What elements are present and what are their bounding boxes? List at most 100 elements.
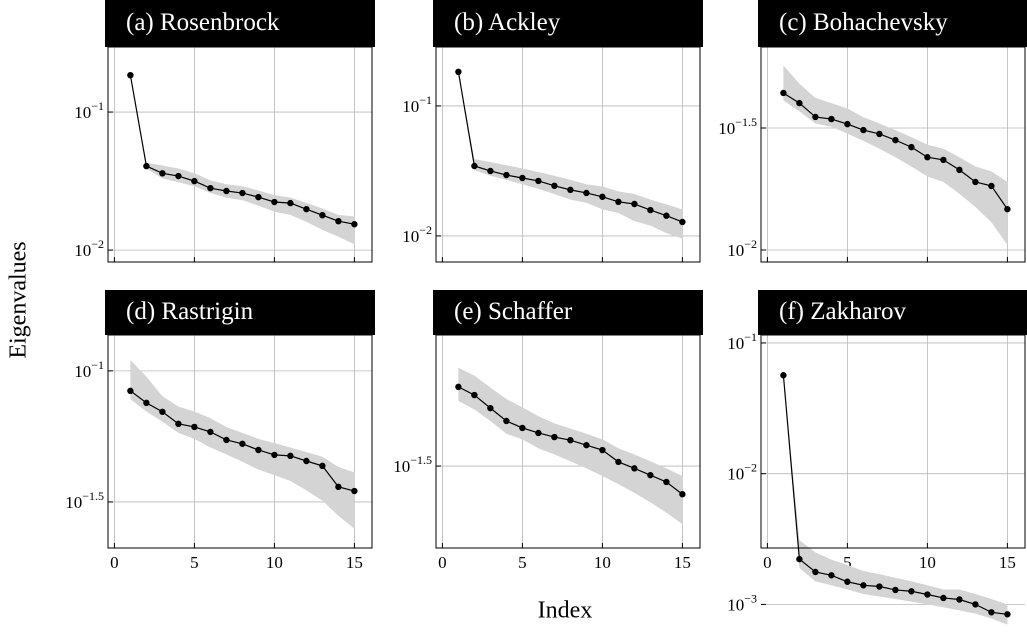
x-tick-label: 10 (266, 553, 283, 572)
subplot-title: (b) Ackley (454, 9, 561, 36)
title-box (758, 290, 1027, 335)
point (599, 193, 606, 200)
x-tick-label: 0 (438, 553, 447, 572)
y-tick-label: 10−3 (727, 591, 757, 614)
point (127, 387, 134, 395)
x-tick-label: 0 (110, 553, 119, 572)
point (860, 126, 867, 134)
y-tick-label: 10−1 (74, 358, 104, 381)
subplot-title: (c) Bohachevsky (779, 9, 948, 36)
point (551, 182, 558, 189)
point (940, 594, 947, 602)
point (615, 198, 622, 206)
point (812, 113, 819, 121)
subplot-title: (e) Schaffer (454, 298, 573, 325)
point (908, 588, 915, 595)
point (892, 136, 899, 144)
point (471, 162, 478, 170)
point (335, 483, 342, 491)
y-tick-label: 10−1 (402, 93, 432, 116)
point (567, 186, 574, 194)
point (876, 130, 883, 138)
point (1004, 611, 1011, 618)
point (679, 491, 686, 498)
point (988, 609, 995, 616)
point (924, 591, 931, 598)
point (956, 596, 963, 603)
band (458, 367, 683, 525)
point (255, 446, 262, 454)
plot-frame (435, 334, 701, 549)
point (487, 404, 494, 412)
point (535, 177, 542, 185)
point (335, 217, 342, 225)
x-tick-label: 10 (919, 553, 936, 572)
y-tick-label: 10−1.5 (393, 453, 432, 476)
point (844, 578, 851, 585)
point (583, 189, 590, 197)
point (223, 436, 230, 444)
plot-area (761, 335, 1025, 548)
y-tick-label: 10−2 (402, 223, 432, 246)
point (207, 428, 214, 436)
point (828, 115, 835, 123)
point (319, 211, 326, 219)
point (796, 99, 803, 107)
point (223, 187, 230, 195)
x-tick-label: 15 (674, 553, 691, 572)
point (143, 162, 150, 170)
point (287, 452, 294, 460)
subplot-title: (a) Rosenbrock (126, 9, 280, 36)
point (924, 154, 931, 161)
point (908, 143, 915, 151)
point (647, 206, 654, 214)
subplot-title: (d) Rastrigin (126, 298, 254, 325)
point (663, 478, 670, 486)
point (780, 89, 787, 97)
point (207, 184, 214, 192)
point (159, 408, 166, 415)
title-box (105, 0, 375, 47)
point (303, 205, 310, 213)
band (458, 71, 683, 239)
plot-frame (760, 46, 1026, 263)
point (551, 433, 558, 441)
point (599, 446, 606, 454)
point (319, 462, 326, 470)
point (972, 601, 979, 608)
point (503, 417, 510, 425)
point (503, 171, 510, 179)
point (143, 399, 150, 407)
plot-frame (107, 46, 373, 263)
point (828, 572, 835, 579)
point (255, 193, 262, 201)
x-tick-label: 0 (763, 553, 772, 572)
point (175, 420, 182, 428)
y-tick-label: 10−1 (727, 330, 757, 353)
point (567, 436, 574, 444)
title-box (433, 0, 703, 47)
point (956, 166, 963, 174)
point (351, 221, 358, 228)
x-tick-label: 10 (594, 553, 611, 572)
x-tick-label: 15 (999, 553, 1016, 572)
point (519, 424, 526, 432)
x-axis-label: Index (538, 598, 593, 624)
x-tick-label: 15 (346, 553, 363, 572)
point (455, 68, 462, 76)
point (615, 458, 622, 466)
point (271, 198, 278, 206)
y-axis-label: Eigenvalues (6, 241, 32, 358)
subplot-title: (f) Zakharov (779, 298, 907, 325)
point (647, 471, 654, 479)
y-tick-label: 10−1 (74, 99, 104, 122)
plot-frame (760, 334, 1026, 549)
y-tick-label: 10−1.5 (65, 489, 104, 512)
point (239, 440, 246, 447)
y-tick-label: 10−1.5 (718, 115, 757, 138)
band (783, 65, 1008, 245)
point (892, 586, 899, 594)
point (631, 200, 638, 208)
point (679, 218, 686, 226)
point (471, 391, 478, 399)
